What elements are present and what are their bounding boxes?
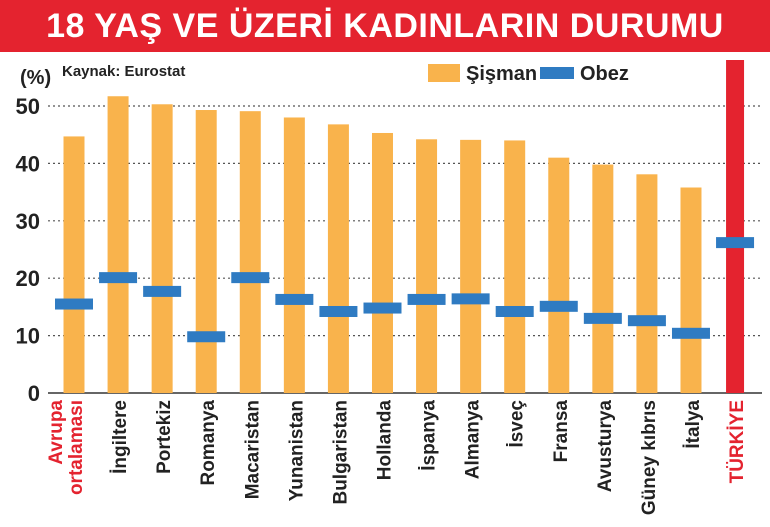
bar-hollanda [371,132,393,393]
x-tick-labels: Avrupa ortalaması İngiltere Portekiz Romanya… [46,400,748,516]
bar-turkiye [726,60,745,393]
bar-ispanya [416,139,438,393]
marker-avusturya [583,312,622,324]
x-tick-label-bulgaristan: Bulgaristan [330,400,351,505]
bar-ingiltere [107,96,129,393]
marker-macaristan [231,272,270,284]
marker-isvec [495,305,534,317]
marker-turkiye [716,237,755,249]
x-tick-label-almanya: Almanya [463,400,484,480]
x-tick-label-turkiye: TÜRKİYE [727,400,748,483]
bar-fransa [548,157,570,393]
bar-avusturya [592,164,614,393]
bar-portekiz [151,104,173,393]
legend-swatch-sisman [428,64,460,82]
y-axis: 0 10 20 30 40 50 [16,94,40,406]
markers [55,237,755,343]
bar-avrupa-ortalamasi [63,136,85,393]
bar-yunanistan [283,117,305,393]
source-label: Kaynak: Eurostat [62,63,185,80]
x-tick-label-ispanya: İspanya [419,400,440,471]
x-tick-label-hollanda: Hollanda [374,400,395,481]
y-tick-label: 0 [28,381,40,406]
chart-title: 18 YAŞ VE ÜZERİ KADINLARIN DURUMU [46,7,724,45]
marker-almanya [451,293,490,305]
x-tick-label-avrupa-ortalamasi: ortalaması [66,400,87,495]
marker-yunanistan [275,293,314,305]
marker-fransa [539,300,578,312]
y-tick-label: 30 [16,209,40,234]
legend: Şişman Obez [428,63,629,85]
bar-italya [680,187,702,393]
x-tick-label-avrupa-ortalamasi: Avrupa [46,400,67,465]
marker-ingiltere [99,272,138,284]
legend-swatch-obez [540,67,574,79]
bar-almanya [460,139,482,393]
marker-ispanya [407,293,446,305]
title-banner [0,0,770,52]
x-tick-label-isvec: İsveç [507,400,528,448]
legend-label-sisman: Şişman [466,63,537,85]
marker-portekiz [143,285,182,297]
x-tick-label-italya: İtalya [683,400,704,449]
marker-hollanda [363,302,402,314]
bar-macaristan [239,111,261,393]
x-tick-label-yunanistan: Yunanistan [286,400,307,501]
marker-romanya [187,331,226,343]
y-tick-label: 40 [16,151,40,176]
bar-bulgaristan [327,124,349,394]
bar-guney-kibris [636,174,658,393]
bars [63,60,745,394]
y-axis-label: (%) [20,67,51,89]
marker-avrupa-ortalamasi [55,298,93,310]
y-tick-label: 50 [16,94,40,119]
x-tick-label-guney-kibris: Güney kıbrıs [639,400,660,515]
marker-bulgaristan [319,305,358,317]
y-tick-label: 10 [16,324,40,349]
x-tick-label-portekiz: Portekiz [154,400,175,474]
x-tick-label-avusturya: Avusturya [595,400,616,493]
y-tick-label: 20 [16,266,40,291]
bar-romanya [195,110,217,393]
legend-label-obez: Obez [580,63,629,85]
marker-guney-kibris [627,315,666,327]
bar-isvec [504,140,526,393]
x-tick-label-macaristan: Macaristan [242,400,263,499]
marker-italya [671,327,710,339]
x-tick-label-romanya: Romanya [198,400,219,486]
x-tick-label-ingiltere: İngiltere [110,400,131,474]
x-tick-label-fransa: Fransa [551,400,572,463]
